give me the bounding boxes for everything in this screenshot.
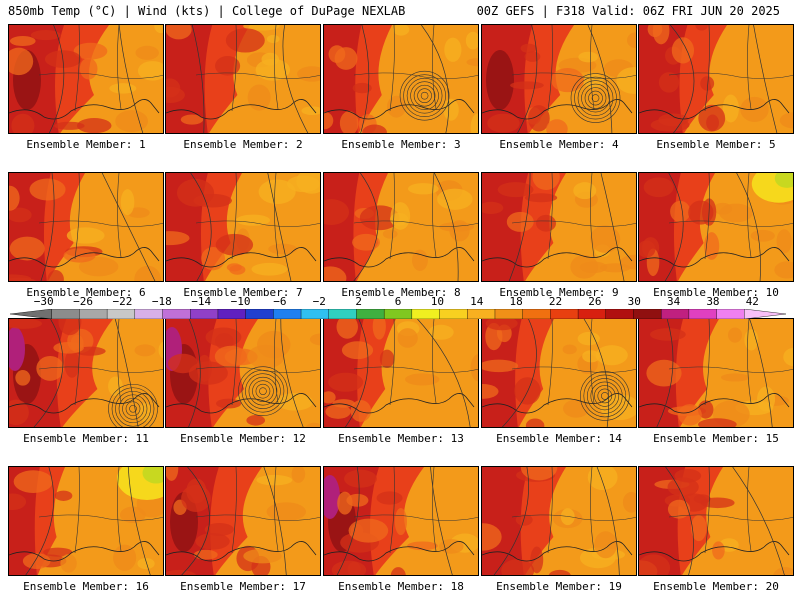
colorbar-swatch — [134, 309, 164, 319]
colorbar-swatch — [217, 309, 247, 319]
ensemble-member-label: Ensemble Member: 9 — [499, 286, 619, 299]
colorbar-tick-label: 42 — [745, 295, 759, 308]
ensemble-member-label: Ensemble Member: 11 — [23, 432, 149, 445]
colorbar-swatch — [245, 309, 275, 319]
colorbar-swatch — [190, 309, 219, 319]
ensemble-member-map — [323, 318, 479, 428]
colorbar-swatch — [550, 309, 579, 319]
colorbar-swatch — [716, 309, 745, 319]
colorbar-swatch — [273, 309, 302, 319]
ensemble-member-label: Ensemble Member: 10 — [653, 286, 779, 299]
ensemble-member-map — [638, 318, 794, 428]
ensemble-member-map — [481, 318, 637, 428]
ensemble-member-label: Ensemble Member: 19 — [496, 580, 622, 593]
ensemble-member-label: Ensemble Member: 6 — [26, 286, 146, 299]
colorbar-tick-label: 10 — [430, 295, 444, 308]
colorbar-tick-label: −18 — [151, 295, 172, 308]
colorbar-tick-label: 22 — [548, 295, 563, 308]
map-title: 850mb Temp (°C) | Wind (kts) | College o… — [8, 4, 406, 18]
ensemble-member-label: Ensemble Member: 14 — [496, 432, 622, 445]
colorbar-swatch — [522, 309, 552, 319]
ensemble-member-map — [323, 172, 479, 282]
ensemble-member-label: Ensemble Member: 3 — [341, 138, 461, 151]
colorbar-swatch — [744, 309, 786, 319]
colorbar-swatch — [439, 309, 468, 319]
colorbar-swatch — [356, 309, 385, 319]
ensemble-member-label: Ensemble Member: 4 — [499, 138, 619, 151]
model-run-info: 00Z GEFS | F318 Valid: 06Z FRI JUN 20 20… — [476, 4, 780, 18]
ensemble-member-label: Ensemble Member: 16 — [23, 580, 149, 593]
colorbar-swatch — [51, 309, 81, 319]
ensemble-member-map — [638, 466, 794, 576]
colorbar-swatch — [467, 309, 496, 319]
colorbar-tick-label: 34 — [666, 295, 681, 308]
ensemble-member-map — [8, 172, 164, 282]
colorbar-swatch — [660, 309, 690, 319]
ensemble-member-map — [165, 24, 321, 134]
colorbar-tick-label: 14 — [470, 295, 484, 308]
colorbar-swatch — [605, 309, 635, 319]
ensemble-member-label: Ensemble Member: 12 — [180, 432, 306, 445]
colorbar-strip — [10, 309, 786, 319]
ensemble-member-label: Ensemble Member: 13 — [338, 432, 464, 445]
ensemble-member-map — [481, 24, 637, 134]
ensemble-member-map — [638, 172, 794, 282]
ensemble-member-map — [323, 466, 479, 576]
colorbar-swatch — [328, 309, 358, 319]
colorbar-swatch — [10, 309, 52, 319]
colorbar-swatch — [494, 309, 524, 319]
colorbar-tick-label: −2 — [312, 295, 326, 308]
colorbar-tick-label: −22 — [112, 295, 133, 308]
colorbar-tick-label: 38 — [706, 295, 720, 308]
temperature-colorbar: −30 −26 −22 −18 −14 −10 −6 −2 2 6 10 14 18 22 26 30 34 38… — [10, 295, 786, 332]
colorbar-tick-label: 26 — [588, 295, 602, 308]
ensemble-member-label: Ensemble Member: 2 — [183, 138, 303, 151]
colorbar-tick-label: −10 — [230, 295, 251, 308]
ensemble-member-map — [165, 172, 321, 282]
ensemble-member-label: Ensemble Member: 7 — [183, 286, 303, 299]
colorbar-tick-label: −6 — [273, 295, 287, 308]
colorbar-swatch — [411, 309, 441, 319]
ensemble-member-label: Ensemble Member: 8 — [341, 286, 461, 299]
colorbar-swatch — [79, 309, 108, 319]
colorbar-swatch — [688, 309, 718, 319]
colorbar-tick-label: −26 — [73, 295, 93, 308]
ensemble-member-map — [481, 466, 637, 576]
colorbar-swatch — [633, 309, 662, 319]
colorbar-tick-label: −30 — [33, 295, 54, 308]
ensemble-member-map — [323, 24, 479, 134]
colorbar-tick-label: 2 — [355, 295, 362, 308]
colorbar-tick-label: 6 — [394, 295, 402, 308]
colorbar-swatch — [106, 309, 136, 319]
colorbar-tick-label: −14 — [191, 295, 212, 308]
ensemble-member-map — [165, 466, 321, 576]
ensemble-member-label: Ensemble Member: 1 — [26, 138, 146, 151]
ensemble-member-label: Ensemble Member: 20 — [653, 580, 779, 593]
ensemble-member-map — [165, 318, 321, 428]
ensemble-member-map — [8, 318, 164, 428]
ensemble-member-map — [8, 24, 164, 134]
ensemble-member-label: Ensemble Member: 17 — [180, 580, 306, 593]
colorbar-swatch — [300, 309, 330, 319]
ensemble-member-label: Ensemble Member: 15 — [653, 432, 779, 445]
ensemble-member-label: Ensemble Member: 18 — [338, 580, 464, 593]
colorbar-swatch — [162, 309, 191, 319]
colorbar-swatch — [577, 309, 607, 319]
colorbar-tick-label: 18 — [509, 295, 523, 308]
colorbar-tick-label: 30 — [627, 295, 641, 308]
ensemble-member-map — [8, 466, 164, 576]
ensemble-member-label: Ensemble Member: 5 — [656, 138, 776, 151]
ensemble-member-map — [481, 172, 637, 282]
ensemble-member-map — [638, 24, 794, 134]
colorbar-swatch — [383, 309, 413, 319]
